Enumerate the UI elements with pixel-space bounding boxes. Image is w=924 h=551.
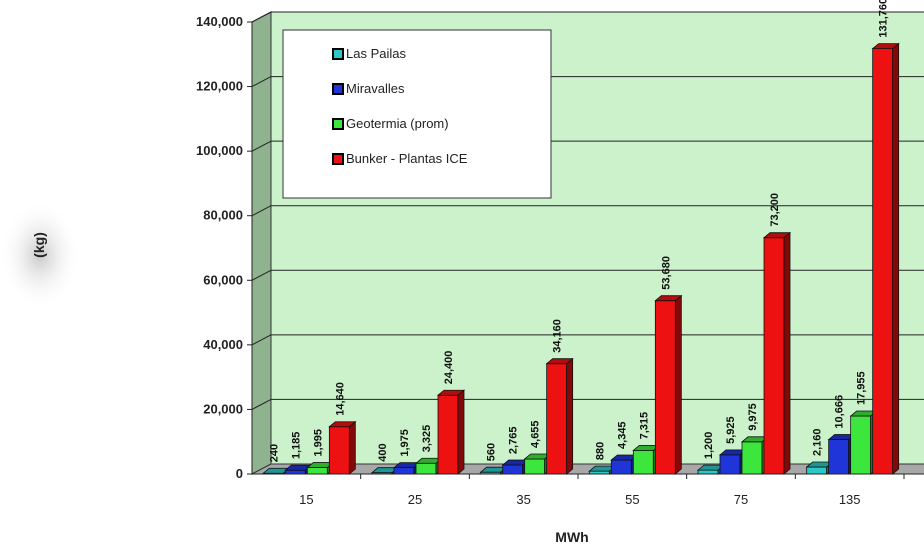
bar-top bbox=[871, 43, 900, 50]
bar bbox=[306, 467, 328, 475]
y-tick-label: 100,000 bbox=[196, 143, 243, 158]
bar bbox=[850, 415, 872, 475]
data-label: 10,666 bbox=[834, 395, 846, 429]
x-tick-label: 35 bbox=[516, 492, 530, 507]
x-tick-label: 75 bbox=[734, 492, 748, 507]
legend-box bbox=[282, 29, 552, 199]
gridline-side bbox=[251, 11, 272, 23]
x-tick-label: 15 bbox=[299, 492, 313, 507]
bar bbox=[610, 459, 632, 475]
gridline-side bbox=[251, 398, 272, 410]
data-label: 2,160 bbox=[812, 428, 824, 456]
y-tick-label: 120,000 bbox=[196, 79, 243, 94]
y-axis-title: (kg) bbox=[31, 232, 47, 258]
bar-side bbox=[566, 357, 574, 475]
data-label: 34,160 bbox=[552, 319, 564, 353]
bar-top bbox=[328, 421, 357, 428]
legend-swatch bbox=[332, 153, 344, 165]
data-label: 2,765 bbox=[508, 427, 520, 455]
gridline-side bbox=[251, 76, 272, 88]
ylabel-glow bbox=[0, 200, 80, 310]
bar-side bbox=[783, 231, 791, 475]
bar-top bbox=[436, 389, 466, 396]
bar-top bbox=[545, 358, 574, 365]
y-tick-label: 0 bbox=[236, 466, 243, 481]
gridline-side bbox=[251, 334, 272, 346]
bar-side bbox=[892, 42, 900, 475]
x-axis-title: MWh bbox=[555, 529, 588, 545]
x-tick-label: 25 bbox=[408, 492, 422, 507]
data-label: 560 bbox=[486, 443, 498, 461]
data-label: 53,680 bbox=[660, 256, 672, 290]
bar bbox=[502, 464, 524, 475]
bar-side bbox=[457, 389, 465, 475]
data-label: 73,200 bbox=[769, 193, 781, 227]
bar bbox=[806, 466, 828, 475]
data-label: 400 bbox=[377, 443, 389, 461]
bar bbox=[719, 454, 741, 475]
gridline-side bbox=[251, 205, 272, 217]
data-label: 1,200 bbox=[703, 432, 715, 460]
bar-side bbox=[674, 294, 682, 475]
bar bbox=[437, 394, 459, 475]
data-label: 1,975 bbox=[399, 429, 411, 457]
data-label: 3,325 bbox=[421, 425, 433, 453]
x-tick-label: 135 bbox=[839, 492, 861, 507]
data-label: 4,345 bbox=[616, 421, 628, 449]
legend-swatch bbox=[332, 118, 344, 130]
legend-label: Bunker - Plantas ICE bbox=[346, 151, 468, 166]
gridline-side bbox=[251, 269, 272, 281]
bar bbox=[763, 237, 785, 475]
data-label: 131,760 bbox=[878, 0, 890, 38]
bar bbox=[546, 363, 568, 475]
bar-top bbox=[762, 232, 792, 239]
bar bbox=[632, 449, 654, 475]
data-label: 4,655 bbox=[530, 420, 542, 448]
y-tick-label: 60,000 bbox=[203, 272, 243, 287]
data-label: 24,400 bbox=[443, 351, 455, 385]
legend-swatch bbox=[332, 48, 344, 60]
bar bbox=[415, 462, 437, 475]
legend-swatch bbox=[332, 83, 344, 95]
legend-label: Miravalles bbox=[346, 81, 405, 96]
data-label: 5,925 bbox=[725, 416, 737, 444]
y-tick-label: 80,000 bbox=[203, 208, 243, 223]
data-label: 240 bbox=[268, 444, 280, 462]
data-label: 880 bbox=[594, 442, 606, 460]
bar bbox=[872, 48, 894, 475]
bar bbox=[828, 439, 850, 475]
bar-side bbox=[348, 420, 356, 475]
bar bbox=[741, 441, 763, 475]
y-tick-label: 140,000 bbox=[196, 14, 243, 29]
data-label: 14,640 bbox=[334, 382, 346, 416]
bar bbox=[328, 426, 350, 475]
y-tick-label: 20,000 bbox=[203, 401, 243, 416]
data-label: 7,315 bbox=[638, 412, 650, 440]
legend-label: Geotermia (prom) bbox=[346, 116, 449, 131]
data-label: 1,185 bbox=[290, 432, 302, 460]
bar bbox=[697, 469, 719, 475]
y-tick-label: 40,000 bbox=[203, 337, 243, 352]
data-label: 9,975 bbox=[747, 403, 759, 431]
data-label: 1,995 bbox=[312, 429, 324, 457]
bar bbox=[393, 467, 415, 475]
gridline-side bbox=[251, 140, 272, 152]
bar bbox=[524, 458, 546, 475]
x-tick-label: 55 bbox=[625, 492, 639, 507]
bar bbox=[284, 469, 306, 475]
bar-top bbox=[654, 295, 683, 302]
data-label: 17,955 bbox=[856, 371, 868, 405]
legend: Las Pailas Miravalles Geotermia (prom) Bunk… bbox=[282, 29, 552, 199]
legend-label: Las Pailas bbox=[346, 46, 406, 61]
bar bbox=[654, 300, 676, 475]
